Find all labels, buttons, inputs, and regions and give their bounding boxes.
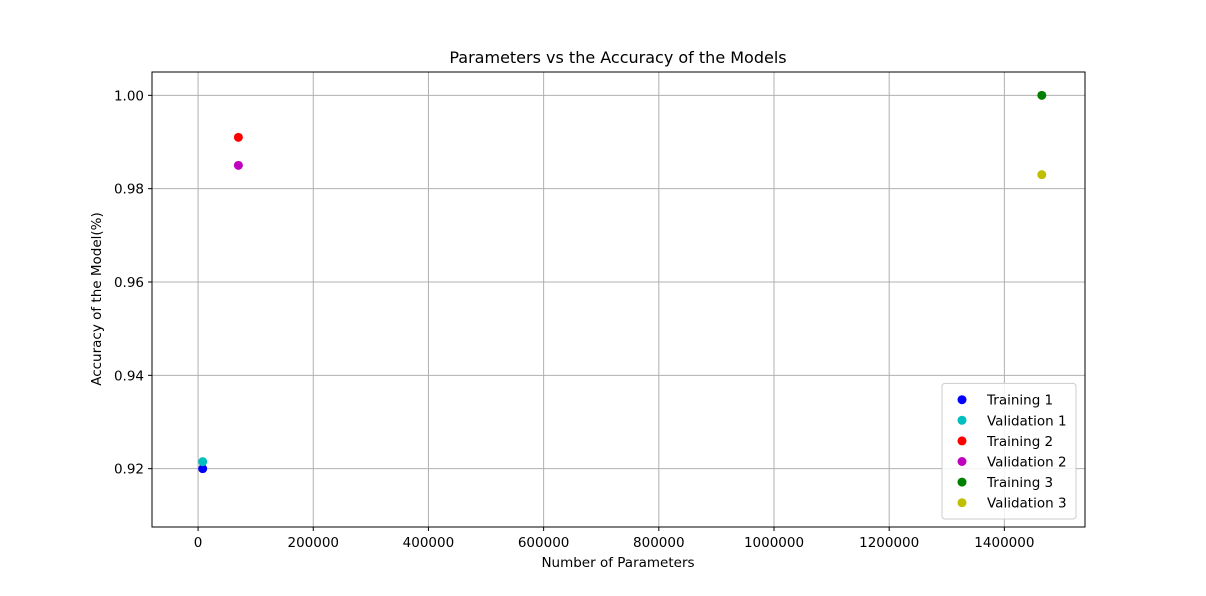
legend-marker (957, 457, 967, 466)
y-axis-label: Accuracy of the Model(%) (89, 212, 105, 386)
data-point (198, 464, 208, 474)
y-tick-label: 0.98 (114, 182, 144, 198)
data-point (233, 132, 243, 142)
data-point (198, 457, 208, 467)
legend-marker (957, 498, 967, 508)
chart-title: Parameters vs the Accuracy of the Models (449, 48, 786, 67)
y-tick-label: 0.94 (114, 368, 144, 384)
legend-marker (957, 477, 967, 487)
x-tick-label: 0 (194, 535, 203, 551)
y-tick-label: 1.00 (114, 88, 144, 104)
x-tick-label: 400000 (403, 535, 455, 551)
legend-label: Training 2 (986, 434, 1053, 450)
y-tick-label: 0.96 (114, 275, 144, 291)
grid-lines (152, 72, 1085, 527)
x-tick-label: 600000 (518, 535, 570, 551)
legend-marker (957, 395, 967, 405)
data-point (233, 160, 243, 170)
x-tick-label: 1400000 (974, 535, 1034, 551)
y-tick-label: 0.92 (114, 462, 144, 478)
legend-marker (957, 436, 967, 446)
legend-label: Training 1 (986, 393, 1053, 409)
data-point (1037, 90, 1047, 100)
x-tick-label: 800000 (633, 535, 685, 551)
legend: Training 1 Validation 1 Training 2 Validati… (941, 382, 1077, 520)
legend-label: Training 3 (986, 475, 1053, 491)
x-tick-label: 200000 (287, 535, 339, 551)
data-points (198, 90, 1047, 474)
data-point (1037, 170, 1047, 180)
x-tick-label: 1200000 (859, 535, 919, 551)
x-axis-label: Number of Parameters (541, 555, 694, 571)
legend-label: Validation 2 (987, 455, 1067, 471)
legend-box (941, 382, 1077, 520)
legend-label: Validation 1 (987, 413, 1067, 429)
x-tick-label: 1000000 (744, 535, 804, 551)
legend-label: Validation 3 (987, 496, 1067, 512)
plot-frame (151, 71, 1086, 528)
axis-ticks: 0 200000 400000 600000 800000 1000000 1200000 1… (114, 88, 1034, 551)
legend-marker (957, 415, 967, 425)
